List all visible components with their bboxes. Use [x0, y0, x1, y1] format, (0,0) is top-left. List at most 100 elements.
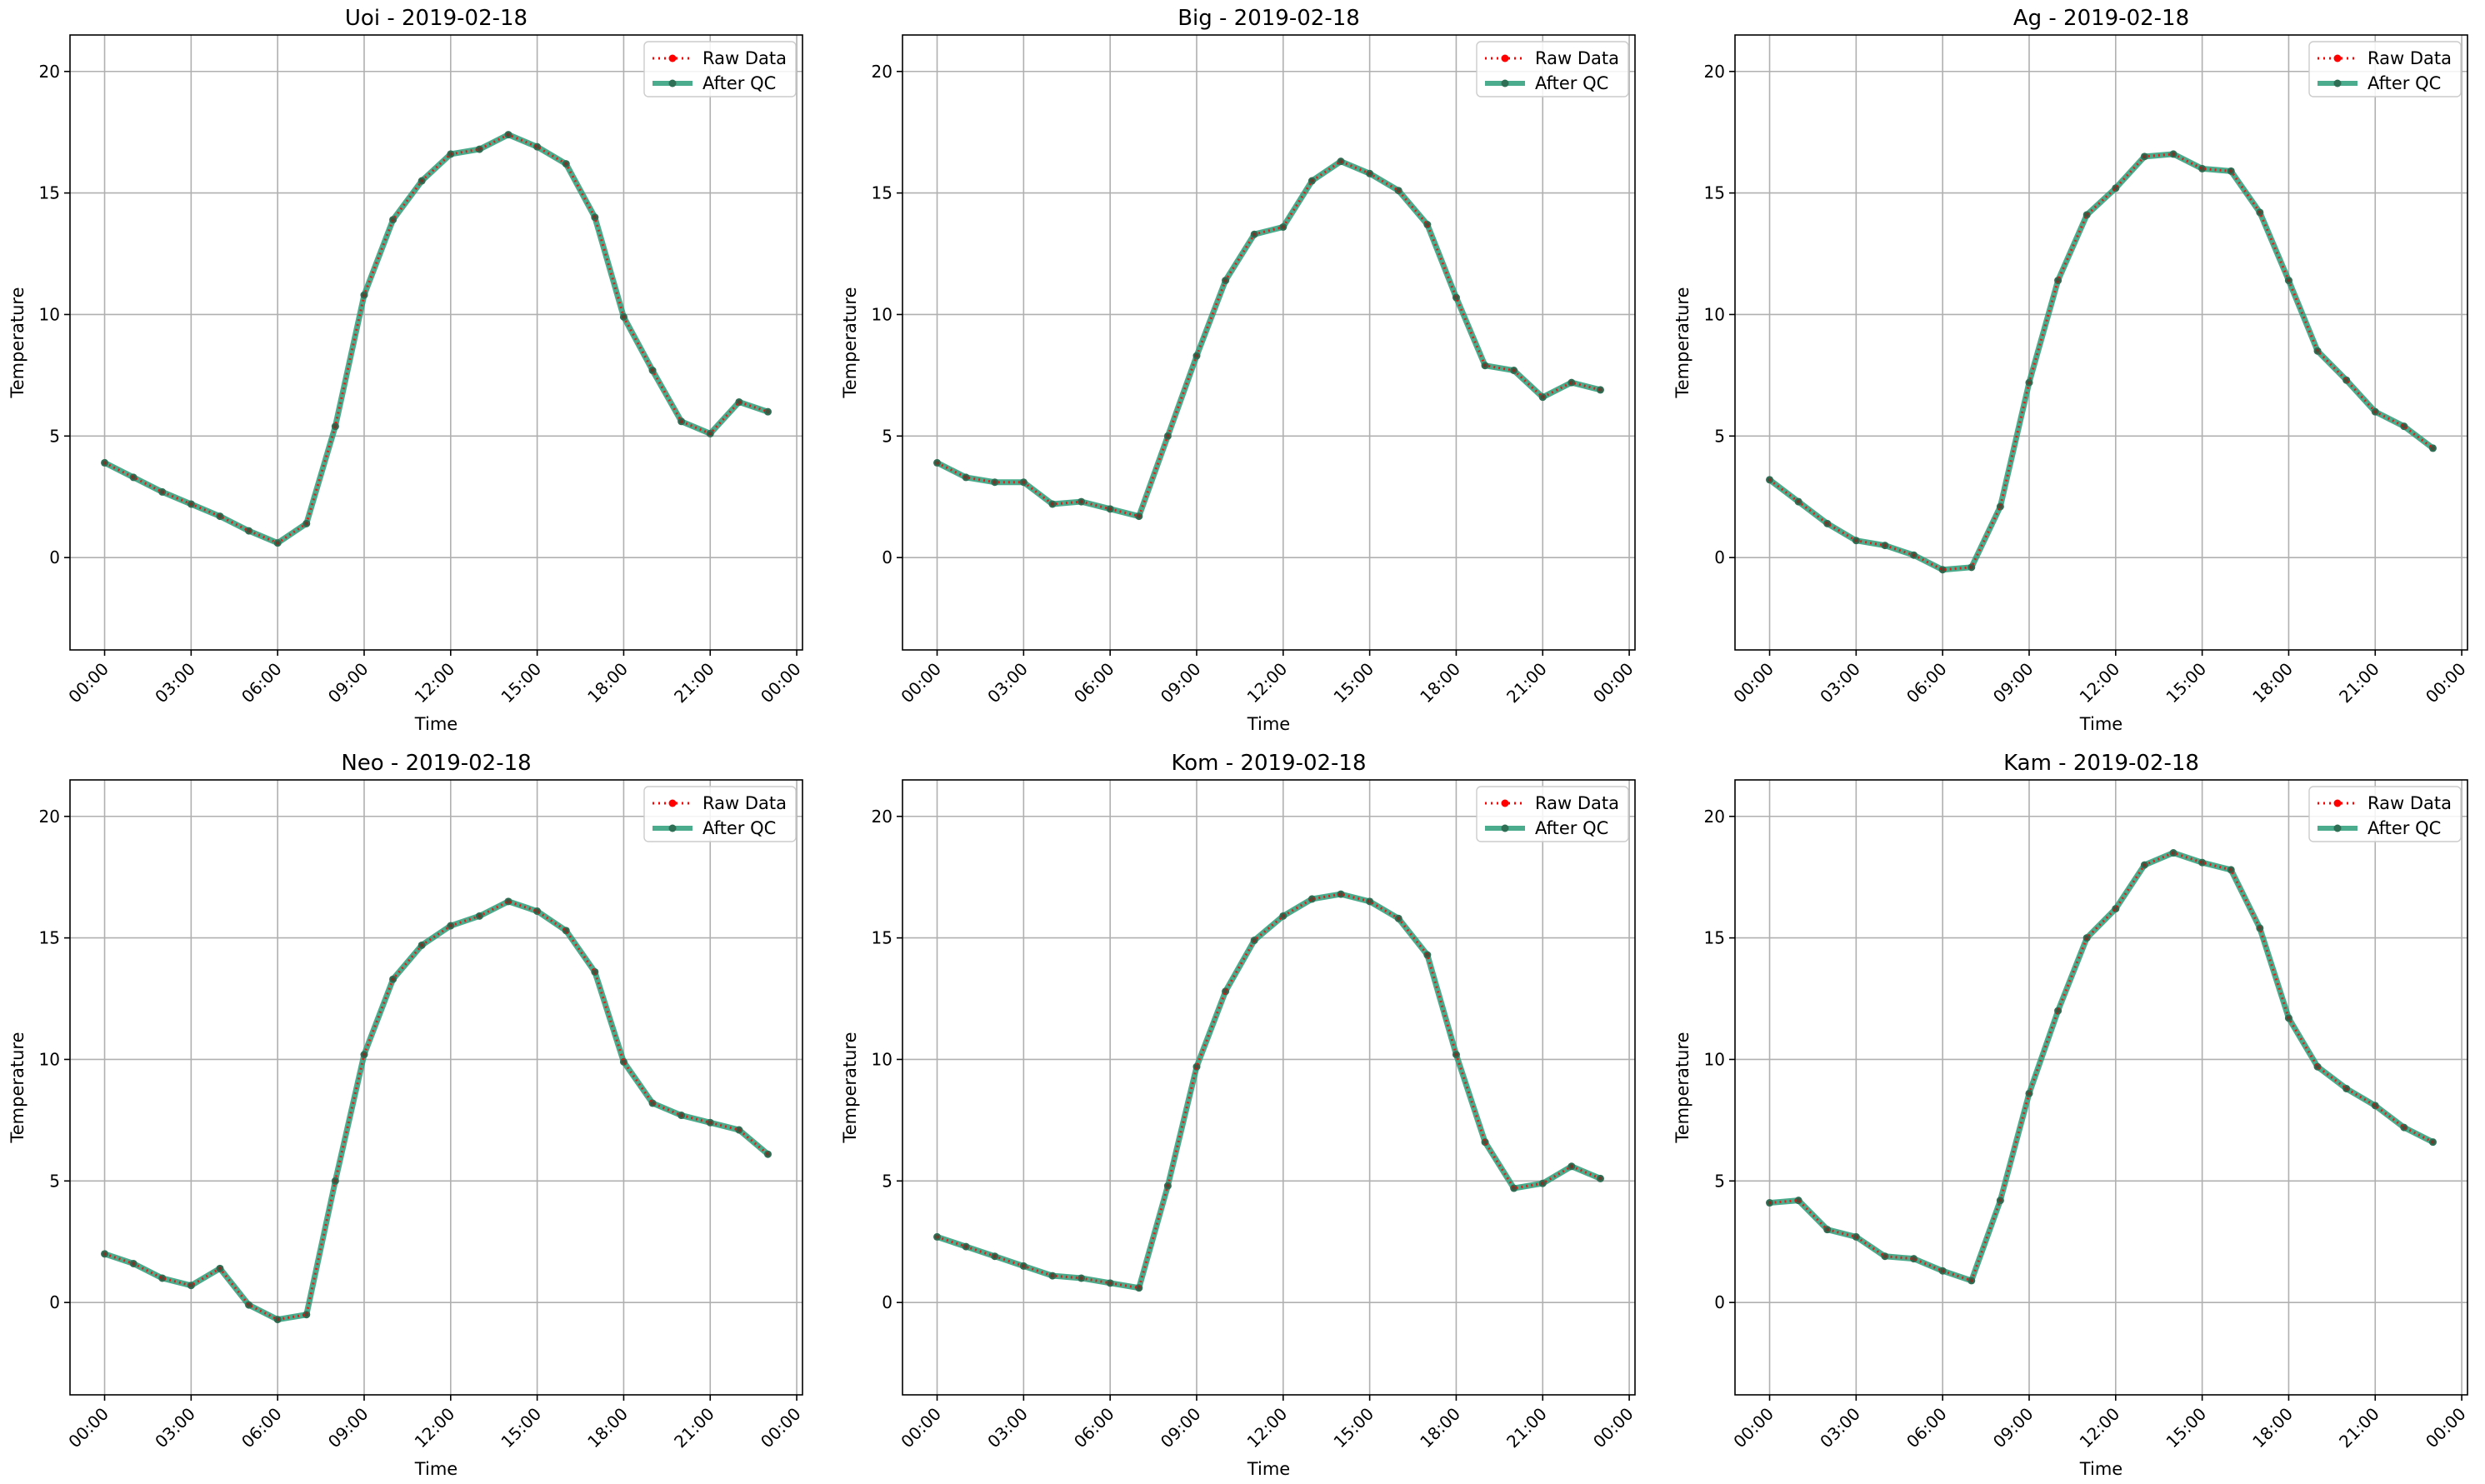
- raw-data-point: [708, 1120, 712, 1125]
- raw-data-point: [992, 1254, 998, 1259]
- raw-data-point: [160, 489, 165, 494]
- x-tick-label: 21:00: [2335, 659, 2383, 707]
- legend-raw-data-marker: [668, 799, 677, 807]
- legend-raw-data-label: Raw Data: [2368, 48, 2452, 68]
- raw-data-point: [679, 419, 684, 424]
- chart-title: Ag - 2019-02-18: [2013, 6, 2189, 31]
- y-tick-label: 15: [1704, 183, 1725, 203]
- series-raw-data: [102, 899, 770, 1322]
- raw-data-point: [2171, 152, 2176, 157]
- legend-raw-data-label: Raw Data: [702, 793, 787, 813]
- x-tick-label: 21:00: [670, 659, 718, 707]
- raw-data-point: [1252, 232, 1257, 237]
- raw-data-point: [679, 1113, 684, 1118]
- y-tick-label: 20: [1704, 807, 1725, 827]
- x-tick-label: 00:00: [1729, 659, 1778, 707]
- y-tick-label: 10: [1704, 304, 1725, 324]
- raw-data-point: [419, 942, 424, 947]
- raw-data-point: [2056, 1008, 2061, 1013]
- legend-raw-data-label: Raw Data: [1535, 793, 1619, 813]
- series-raw-data: [1768, 152, 2435, 572]
- raw-data-point: [1569, 1164, 1574, 1169]
- raw-data-point: [1137, 514, 1142, 519]
- raw-data-point: [1912, 552, 1917, 557]
- x-tick-label: 00:00: [1589, 659, 1638, 707]
- x-tick-label: 12:00: [411, 1404, 459, 1452]
- raw-data-point: [2113, 907, 2118, 912]
- legend-after-qc-label: After QC: [2368, 818, 2441, 838]
- y-tick-label: 5: [882, 426, 892, 446]
- raw-data-point: [1598, 387, 1602, 392]
- legend-raw-data-marker: [1501, 799, 1509, 807]
- y-tick-label: 10: [1704, 1049, 1725, 1069]
- chart-title: Neo - 2019-02-18: [341, 751, 531, 776]
- series-raw-data: [935, 159, 1602, 519]
- subplot-4: 00:00 03:00 06:00 09:00 12:00 15:00 18:00 21:00…: [8, 751, 805, 1479]
- raw-data-point: [1768, 477, 1772, 482]
- raw-data-point: [1194, 353, 1199, 358]
- legend: Raw Data After QC: [2308, 41, 2462, 97]
- raw-data-point: [1825, 521, 1830, 526]
- subplot-5: 00:00 03:00 06:00 09:00 12:00 15:00 18:00 21:00…: [840, 751, 1638, 1479]
- raw-data-point: [1453, 295, 1458, 300]
- raw-data-line: [1769, 851, 2434, 1282]
- raw-data-point: [2344, 377, 2349, 382]
- raw-data-point: [621, 314, 626, 319]
- x-tick-label: 06:00: [238, 659, 286, 707]
- axes-frame: [1734, 779, 2468, 1396]
- after-qc-line: [936, 891, 1602, 1292]
- grid: [70, 780, 802, 1395]
- x-tick-label: 09:00: [1989, 659, 2038, 707]
- legend-after-qc-marker: [1501, 824, 1509, 832]
- raw-data-point: [2142, 154, 2147, 159]
- chart-title: Kom - 2019-02-18: [1172, 751, 1367, 776]
- y-tick-label: 15: [39, 183, 60, 203]
- y-tick-label: 15: [872, 183, 892, 203]
- raw-data-point: [332, 1178, 338, 1183]
- y-axis-label: Temperature: [1672, 1032, 1692, 1143]
- y-axis-label: Temperature: [840, 287, 860, 398]
- raw-data-point: [935, 1234, 940, 1239]
- y-tick-label: 10: [872, 1049, 892, 1069]
- x-tick-label: 15:00: [1329, 1404, 1378, 1452]
- raw-data-point: [419, 178, 424, 183]
- raw-data-point: [535, 144, 540, 149]
- raw-data-point: [304, 1312, 309, 1317]
- raw-data-point: [2113, 186, 2118, 191]
- raw-data-point: [2200, 166, 2205, 171]
- raw-data-point: [765, 1152, 770, 1157]
- legend-raw-data-marker: [2333, 799, 2342, 807]
- y-tick-label: 20: [39, 62, 60, 82]
- x-tick-label: 00:00: [897, 1404, 945, 1452]
- raw-data-point: [2430, 1140, 2435, 1145]
- raw-data-point: [1309, 897, 1314, 902]
- x-tick-label: 00:00: [897, 659, 945, 707]
- grid: [1735, 35, 2468, 650]
- raw-data-point: [1969, 1278, 1974, 1283]
- legend-raw-data-label: Raw Data: [702, 48, 787, 68]
- raw-data-point: [621, 1059, 626, 1064]
- x-tick-label: 00:00: [2422, 1404, 2470, 1452]
- raw-data-point: [2402, 1125, 2407, 1130]
- raw-data-point: [1912, 1257, 1917, 1262]
- x-tick-label: 18:00: [2248, 1404, 2297, 1452]
- x-tick-label: 09:00: [1989, 1404, 2038, 1452]
- x-tick-label: 03:00: [151, 659, 199, 707]
- raw-data-point: [188, 1283, 193, 1288]
- raw-data-point: [1079, 499, 1084, 504]
- x-tick-label: 21:00: [1502, 1404, 1551, 1452]
- raw-data-point: [1882, 1254, 1888, 1259]
- y-tick-label: 20: [39, 807, 60, 827]
- x-tick-label: 15:00: [2162, 659, 2210, 707]
- x-tick-label: 00:00: [64, 659, 112, 707]
- raw-data-point: [1309, 178, 1314, 183]
- raw-data-point: [1396, 916, 1401, 921]
- legend: Raw Data After QC: [1476, 786, 1629, 842]
- raw-data-point: [765, 409, 770, 414]
- raw-data-point: [563, 928, 568, 933]
- legend-raw-data-marker: [1501, 54, 1509, 62]
- series-raw-data: [102, 132, 770, 546]
- raw-data-point: [1768, 1201, 1772, 1206]
- raw-data-point: [1108, 1281, 1112, 1286]
- raw-data-point: [1079, 1276, 1084, 1281]
